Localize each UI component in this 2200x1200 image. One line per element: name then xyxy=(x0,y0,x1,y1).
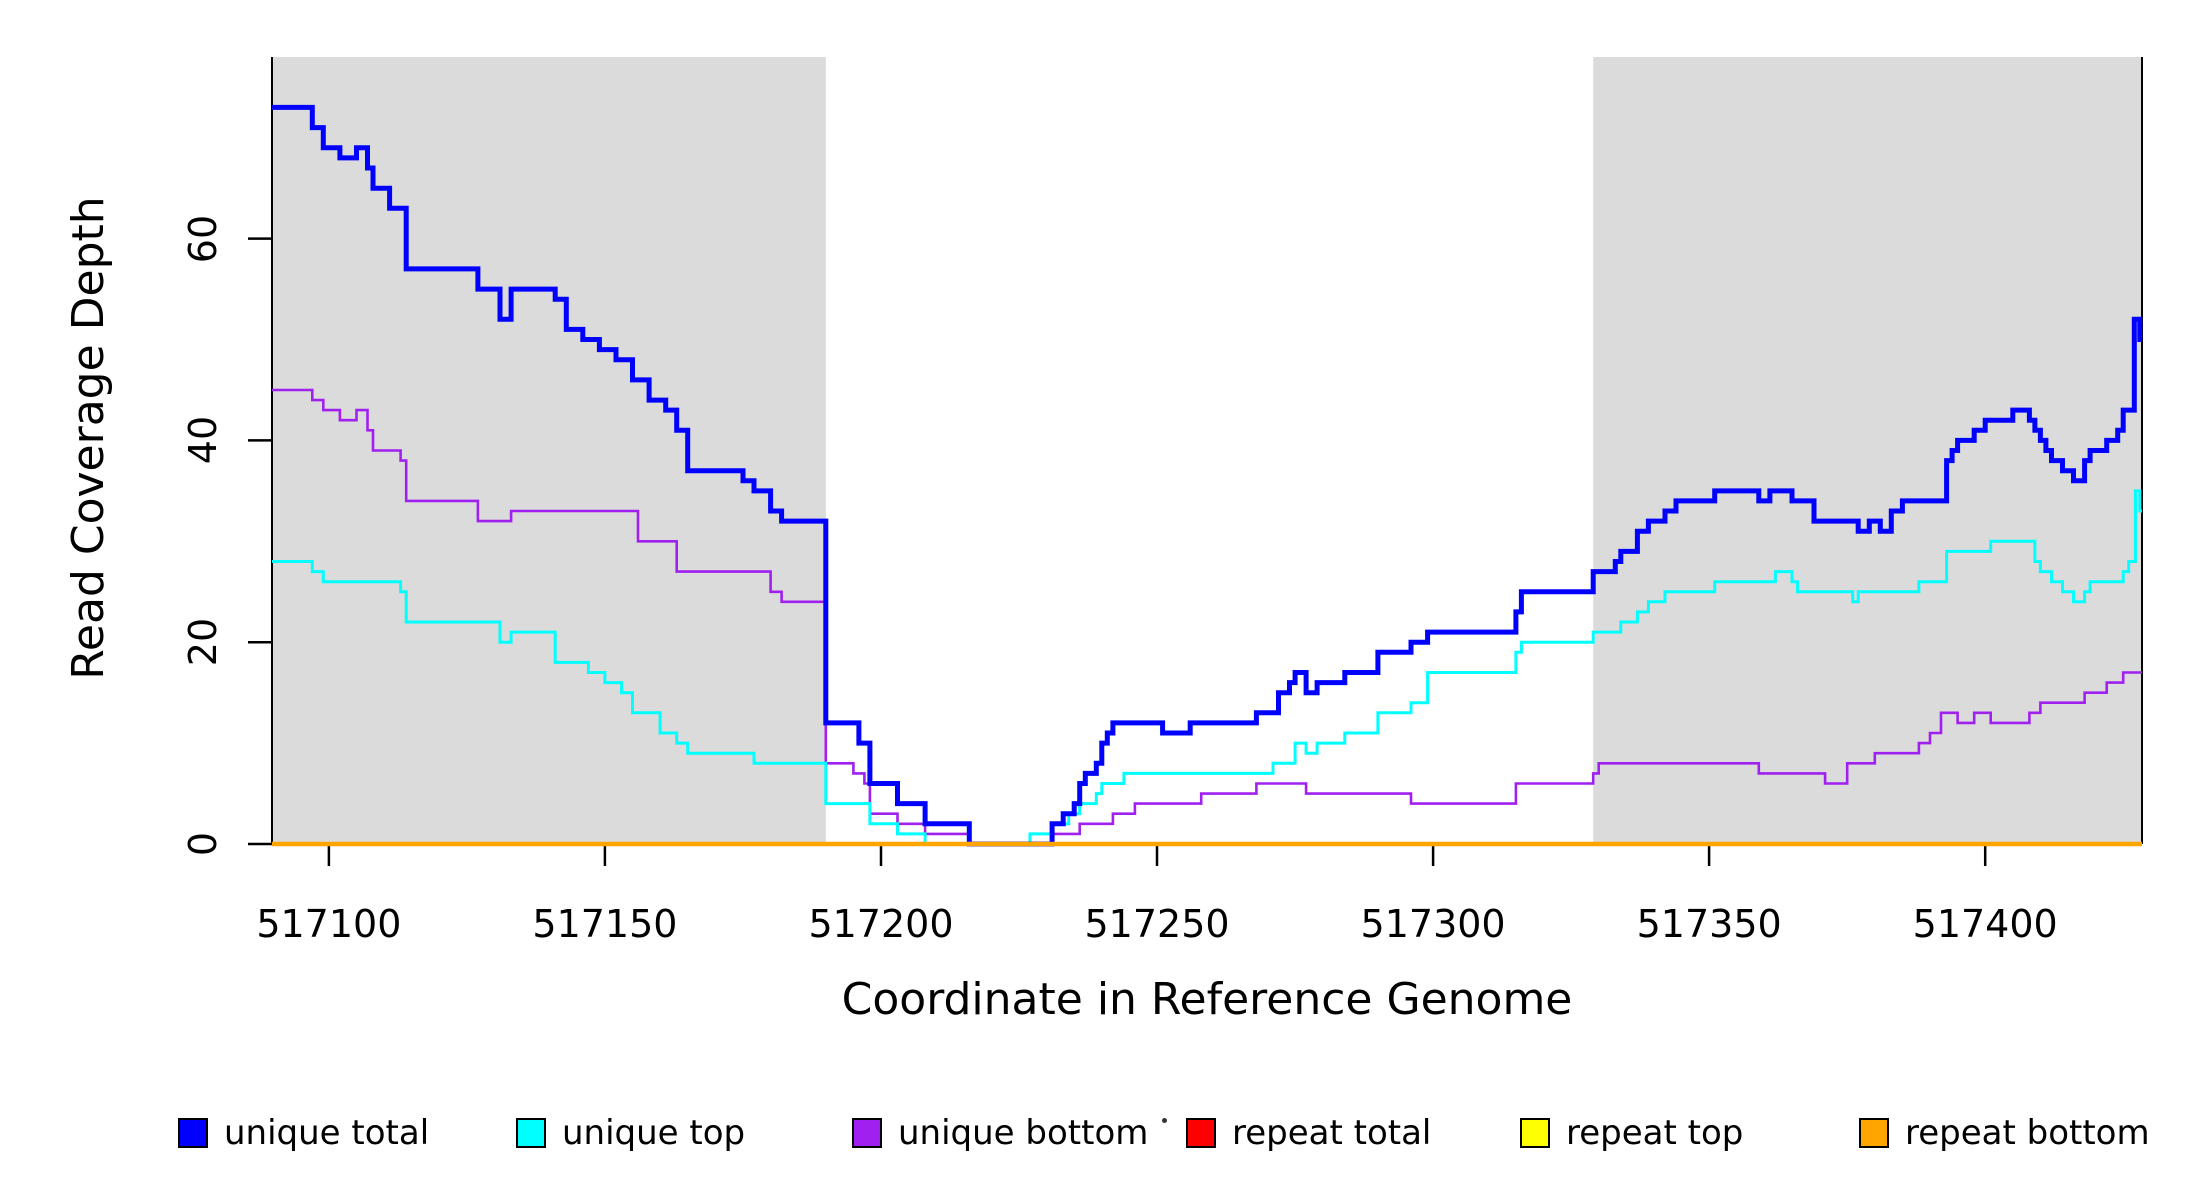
x-tick-label: 517400 xyxy=(1912,902,2058,946)
stray-mark xyxy=(1162,1118,1167,1123)
y-tick-label: 20 xyxy=(181,618,225,667)
series-unique-total xyxy=(272,104,2143,847)
legend-swatch-unique-top xyxy=(516,1118,546,1148)
legend-swatch-unique-bottom xyxy=(852,1118,882,1148)
legend-item-unique-bottom: unique bottom xyxy=(852,1112,1148,1154)
x-tick-label: 517150 xyxy=(532,902,678,946)
legend-label-repeat-total: repeat total xyxy=(1232,1113,1432,1153)
legend-swatch-repeat-bottom xyxy=(1859,1118,1889,1148)
legend-item-unique-top: unique top xyxy=(516,1112,745,1154)
y-tick-label: 0 xyxy=(181,831,225,857)
legend-swatch-repeat-top xyxy=(1520,1118,1550,1148)
legend-item-repeat-total: repeat total xyxy=(1186,1112,1431,1154)
y-axis-title: Read Coverage Depth xyxy=(62,196,114,680)
series-unique-top xyxy=(272,489,2142,846)
shaded-region xyxy=(1593,57,2142,844)
legend-item-repeat-top: repeat top xyxy=(1520,1112,1743,1154)
legend-label-unique-top: unique top xyxy=(562,1113,746,1153)
legend-label-repeat-top: repeat top xyxy=(1566,1113,1744,1153)
x-tick-label: 517200 xyxy=(808,902,954,946)
legend-label-repeat-bottom: repeat bottom xyxy=(1905,1113,2150,1153)
y-tick-label: 60 xyxy=(181,214,225,263)
legend-item-repeat-bottom: repeat bottom xyxy=(1859,1112,2150,1154)
x-tick-label: 517250 xyxy=(1084,902,1230,946)
legend-label-unique-bottom: unique bottom xyxy=(898,1113,1149,1153)
series-unique-bottom xyxy=(272,388,2142,846)
legend-swatch-repeat-total xyxy=(1186,1118,1216,1148)
legend-swatch-unique-total xyxy=(178,1118,208,1148)
x-tick-label: 517350 xyxy=(1636,902,1782,946)
x-tick-label: 517100 xyxy=(256,902,402,946)
y-tick-label: 40 xyxy=(181,416,225,465)
legend-label-unique-total: unique total xyxy=(224,1113,430,1153)
shaded-region xyxy=(272,57,826,844)
legend-item-unique-total: unique total xyxy=(178,1112,429,1154)
x-axis-title: Coordinate in Reference Genome xyxy=(841,974,1573,1025)
x-tick-label: 517300 xyxy=(1360,902,1506,946)
